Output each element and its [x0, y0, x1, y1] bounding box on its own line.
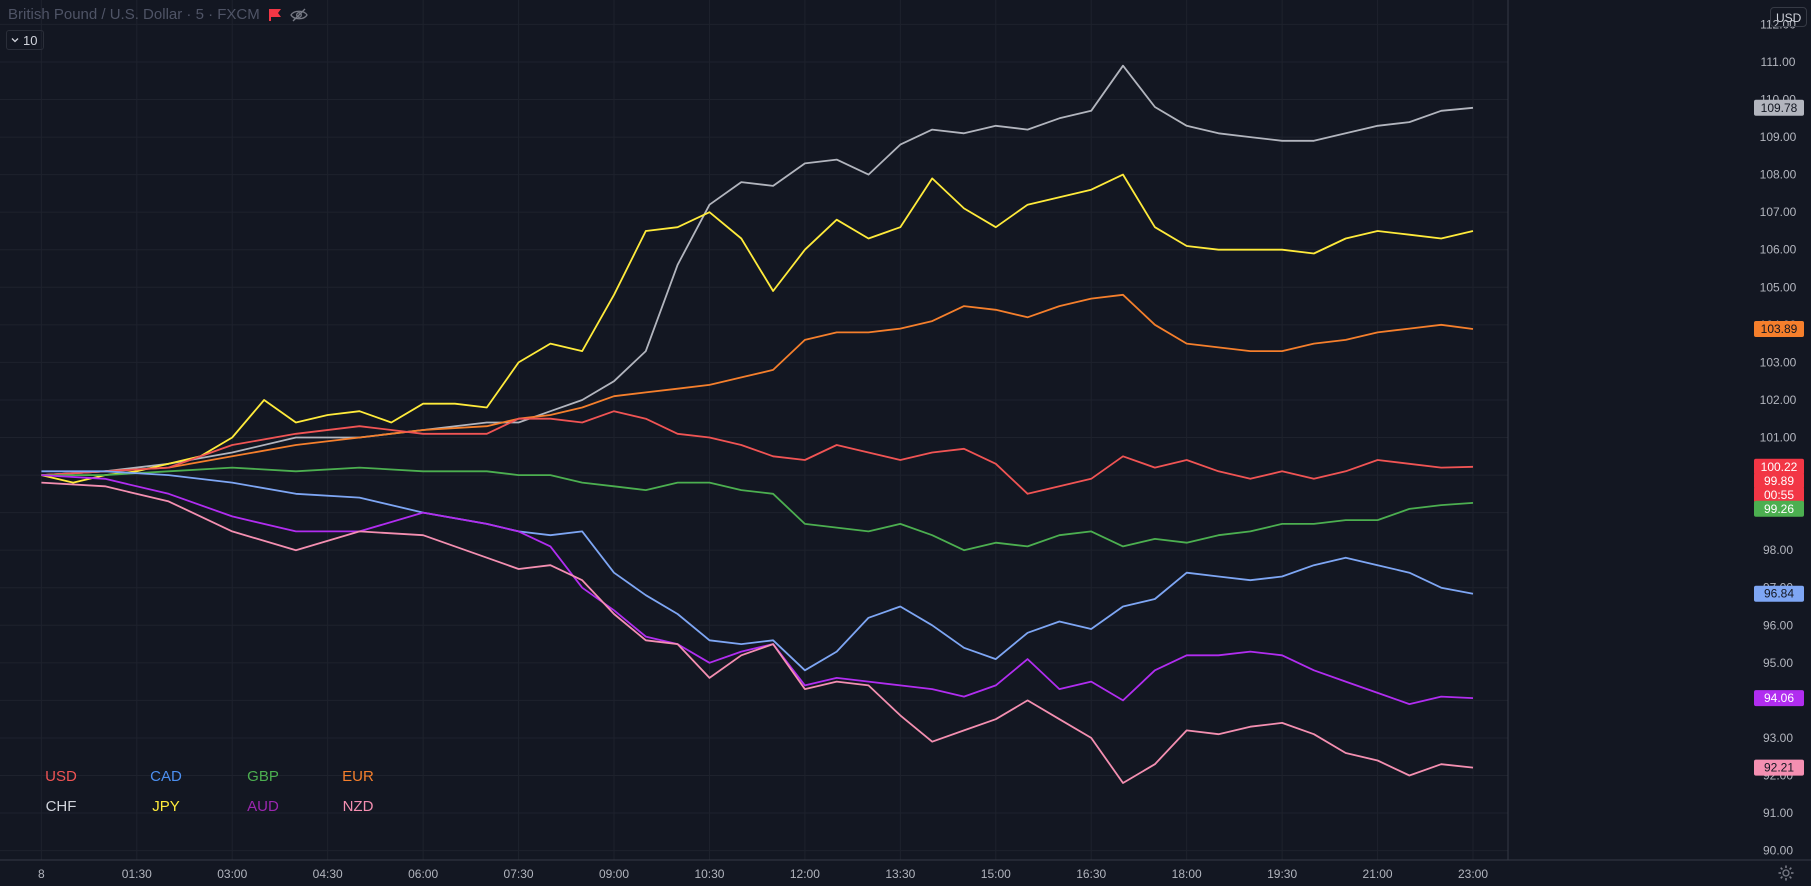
price-label-text: 100.22: [1761, 460, 1798, 474]
eye-off-icon[interactable]: [289, 8, 308, 22]
price-label-bg: [1754, 99, 1804, 116]
series-line-eur: [41, 293, 1474, 476]
series-line-nzd: [41, 481, 1474, 784]
symbol-header[interactable]: British Pound / U.S. Dollar · 5 · FXCM: [8, 6, 308, 23]
series-line-cad: [41, 470, 1474, 672]
price-label-text: 103.89: [1761, 322, 1798, 336]
y-tick-label: 101.00: [1760, 431, 1797, 445]
price-label: 99.89: [1754, 472, 1804, 489]
x-tick-label: 21:00: [1363, 867, 1393, 881]
price-label-bg: [1754, 458, 1804, 475]
x-tick-label: 13:30: [885, 867, 915, 881]
grid-lines: [0, 0, 1508, 860]
series-line-gbp: [41, 466, 1474, 552]
currency-button[interactable]: USD: [1770, 7, 1808, 27]
x-tick-label: 8: [38, 867, 45, 881]
chevron-down-icon: [11, 38, 19, 43]
x-tick-label: 09:00: [599, 867, 629, 881]
price-label: 94.06: [1754, 690, 1804, 707]
y-tick-label: 103.00: [1760, 355, 1797, 369]
price-label: 99.26: [1754, 500, 1804, 517]
price-label: 103.89: [1754, 320, 1804, 337]
price-label-bg: [1754, 320, 1804, 337]
y-tick-label: 107.00: [1760, 205, 1797, 219]
y-tick-label: 111.00: [1761, 55, 1796, 69]
legend-eur: EUR: [342, 768, 374, 785]
price-label-text: 99.89: [1764, 474, 1794, 488]
price-label-text: 92.21: [1764, 761, 1794, 775]
y-tick-label: 109.00: [1760, 130, 1797, 144]
price-label-bg: [1754, 486, 1804, 503]
legend-aud: AUD: [247, 798, 279, 815]
price-label-bg: [1754, 759, 1804, 776]
axes: [0, 0, 1811, 861]
price-label-bg: [1754, 585, 1804, 602]
price-label-text: 94.06: [1764, 691, 1794, 705]
gear-icon[interactable]: [1777, 864, 1795, 882]
legend: USD CAD GBP EUR CHF JPY AUD NZD: [45, 768, 374, 815]
x-tick-label: 15:00: [981, 867, 1011, 881]
series-line-jpy: [41, 173, 1474, 484]
y-tick-label: 90.00: [1763, 844, 1793, 858]
price-label-text: 109.78: [1761, 101, 1798, 115]
price-label: 109.78: [1754, 99, 1804, 116]
y-tick-label: 105.00: [1760, 280, 1797, 294]
y-tick-label: 106.00: [1760, 243, 1797, 257]
y-tick-label: 108.00: [1760, 168, 1797, 182]
legend-gbp: GBP: [247, 768, 279, 785]
price-label: 92.21: [1754, 759, 1804, 776]
y-tick-label: 95.00: [1763, 656, 1793, 670]
legend-usd: USD: [45, 768, 77, 785]
y-tick-label: 93.00: [1763, 731, 1793, 745]
y-tick-label: 91.00: [1763, 806, 1793, 820]
time-axis[interactable]: 8 01:30 03:00 04:30 06:00 07:30 09:00 10:30 12:0…: [38, 867, 1488, 881]
y-tick-label: 96.00: [1763, 618, 1793, 632]
series-lines: [41, 64, 1474, 784]
x-tick-label: 03:00: [217, 867, 247, 881]
price-label: 96.84: [1754, 585, 1804, 602]
legend-chf: CHF: [46, 798, 77, 815]
legend-cad: CAD: [150, 768, 182, 785]
price-label: 00:55: [1754, 486, 1804, 503]
series-line-chf: [41, 64, 1474, 476]
x-tick-label: 06:00: [408, 867, 438, 881]
flag-icon[interactable]: [268, 8, 282, 22]
price-label-text: 96.84: [1764, 587, 1794, 601]
x-tick-label: 04:30: [313, 867, 343, 881]
series-line-usd: [41, 410, 1474, 495]
legend-jpy: JPY: [152, 798, 180, 815]
x-tick-label: 12:00: [790, 867, 820, 881]
series-line-aud: [41, 474, 1474, 705]
y-tick-label: 102.00: [1760, 393, 1797, 407]
price-axis[interactable]: 112.00111.00110.00109.00108.00107.00106.…: [1760, 17, 1797, 857]
y-tick-label: 98.00: [1763, 543, 1793, 557]
price-label-text: 99.26: [1764, 502, 1794, 516]
price-label: 100.22: [1754, 458, 1804, 475]
indicator-count: 10: [23, 32, 38, 48]
x-tick-label: 10:30: [694, 867, 724, 881]
x-tick-label: 19:30: [1267, 867, 1297, 881]
symbol-title: British Pound / U.S. Dollar · 5 · FXCM: [8, 6, 260, 23]
price-label-bg: [1754, 500, 1804, 517]
x-tick-label: 23:00: [1458, 867, 1488, 881]
x-tick-label: 01:30: [122, 867, 152, 881]
price-label-text: 00:55: [1764, 488, 1794, 502]
legend-nzd: NZD: [343, 798, 374, 815]
x-tick-label: 16:30: [1076, 867, 1106, 881]
indicator-toggle[interactable]: 10: [6, 30, 45, 50]
price-label-bg: [1754, 690, 1804, 707]
price-label-bg: [1754, 472, 1804, 489]
x-tick-label: 18:00: [1172, 867, 1202, 881]
y-tick-label: 112.00: [1760, 17, 1796, 31]
x-tick-label: 07:30: [504, 867, 534, 881]
